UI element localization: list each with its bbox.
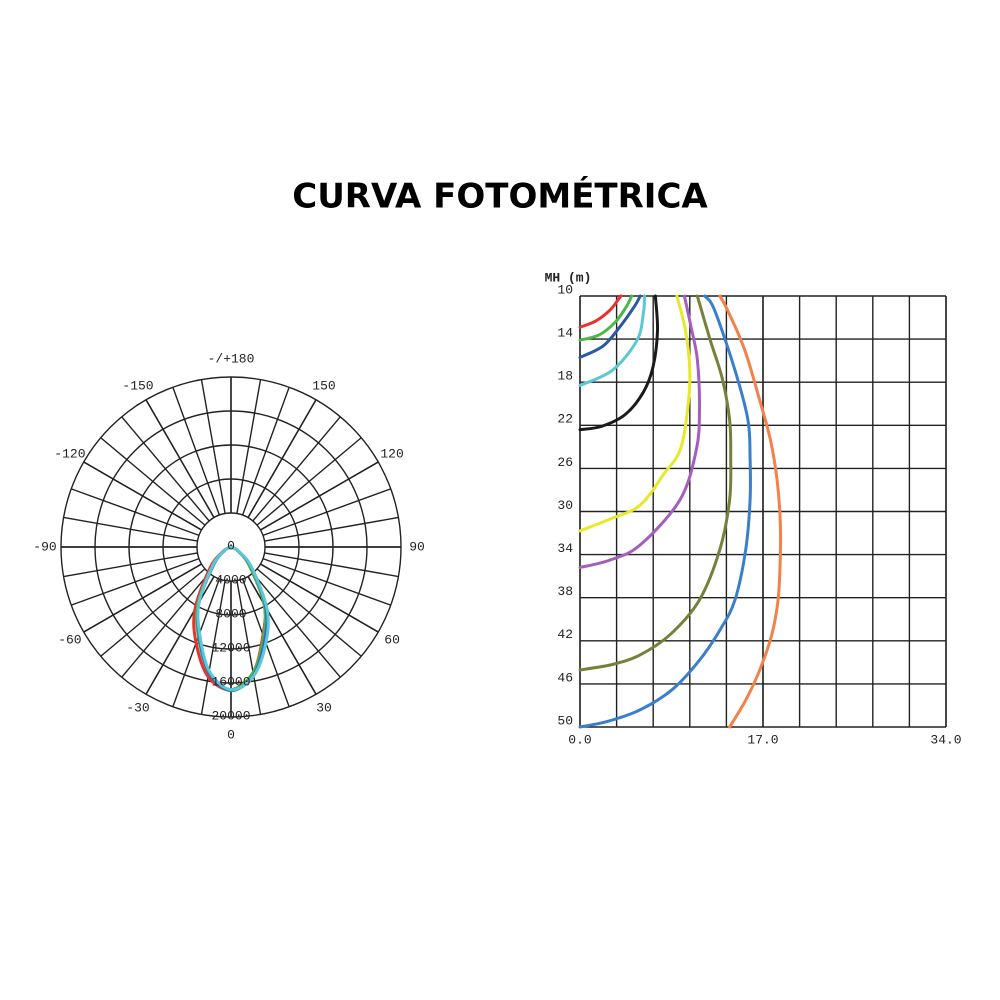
isoline xyxy=(578,294,660,432)
grid-spoke xyxy=(83,563,202,633)
grid-spoke xyxy=(241,387,290,516)
grid-spoke xyxy=(236,580,262,715)
angle-label: -120 xyxy=(54,446,85,461)
x-tick-label: 0.0 xyxy=(568,732,591,747)
y-tick-label: 10 xyxy=(557,282,573,297)
isoline xyxy=(578,294,634,342)
radial-label: 16000 xyxy=(211,674,250,689)
grid-spoke xyxy=(260,461,379,531)
grid-spoke xyxy=(145,576,215,695)
angle-label: 120 xyxy=(380,446,403,461)
angle-label: 30 xyxy=(316,701,332,716)
grid-spoke xyxy=(63,516,198,542)
angle-label: 150 xyxy=(312,378,335,393)
intensity-curve xyxy=(196,545,270,692)
radial-label: 20000 xyxy=(211,708,250,723)
grid-spoke xyxy=(172,387,221,516)
contour-chart: 10 14 18 22 26 30 34 38 42 46 50 0.0 17.0 34.0 MH (m) xyxy=(545,270,962,747)
y-tick-label: 30 xyxy=(557,498,573,513)
grid-spoke xyxy=(100,568,206,657)
angle-label: 60 xyxy=(384,632,400,647)
grid-spoke xyxy=(200,580,226,715)
grid-spoke xyxy=(200,379,226,514)
isoline xyxy=(578,294,752,729)
grid-spoke xyxy=(247,576,317,695)
isoline xyxy=(578,294,702,570)
y-tick-label: 14 xyxy=(557,326,573,341)
y-axis-label: MH (m) xyxy=(545,270,592,285)
polar-chart: 0 30 60 90 120 150 -/+180 -150 -120 -90 -60 -30 0 400… xyxy=(33,351,425,742)
grid-spoke xyxy=(262,488,391,537)
isoline xyxy=(578,294,642,359)
x-tick-label: 34.0 xyxy=(930,732,961,747)
y-tick-label: 26 xyxy=(557,455,573,470)
grid-spoke xyxy=(262,557,391,606)
y-tick-label: 38 xyxy=(557,584,573,599)
grid-spoke xyxy=(260,563,379,633)
grid-spoke xyxy=(264,516,399,542)
grid-spoke xyxy=(71,557,200,606)
isoline xyxy=(578,294,647,387)
grid-spoke xyxy=(256,568,362,657)
page-title: CURVA FOTOMÉTRICA xyxy=(292,176,708,217)
grid-spoke xyxy=(247,399,317,518)
y-tick-label: 46 xyxy=(557,670,573,685)
isoline xyxy=(578,294,733,672)
angle-label: 0 xyxy=(227,727,235,742)
y-tick-label: 42 xyxy=(557,627,573,642)
angle-label: 90 xyxy=(409,539,425,554)
angle-label: -90 xyxy=(33,539,56,554)
grid-spoke xyxy=(63,552,198,578)
grid-spoke xyxy=(145,399,215,518)
grid-spoke xyxy=(264,552,399,578)
angle-label: -60 xyxy=(58,632,81,647)
grid-spoke xyxy=(121,572,210,678)
grid-spoke xyxy=(83,461,202,531)
grid-spoke xyxy=(100,437,206,526)
radial-label: 0 xyxy=(227,538,235,553)
angle-label: -30 xyxy=(126,701,149,716)
angle-label: -150 xyxy=(122,378,153,393)
y-tick-label: 18 xyxy=(557,369,573,384)
y-tick-label: 50 xyxy=(557,713,573,728)
radial-label: 4000 xyxy=(215,572,246,587)
grid-spoke xyxy=(252,416,341,522)
grid-spoke xyxy=(121,416,210,522)
grid-spoke xyxy=(71,488,200,537)
y-tick-label: 34 xyxy=(557,541,573,556)
grid-spoke xyxy=(256,437,362,526)
x-tick-label: 17.0 xyxy=(747,732,778,747)
radial-label: 12000 xyxy=(211,640,250,655)
radial-label: 8000 xyxy=(215,606,246,621)
grid-spoke xyxy=(252,572,341,678)
y-tick-label: 22 xyxy=(557,412,573,427)
isoline xyxy=(578,294,692,533)
angle-label: -/+180 xyxy=(208,351,255,366)
isoline xyxy=(578,294,623,329)
grid-spoke xyxy=(236,379,262,514)
isoline xyxy=(718,294,783,729)
